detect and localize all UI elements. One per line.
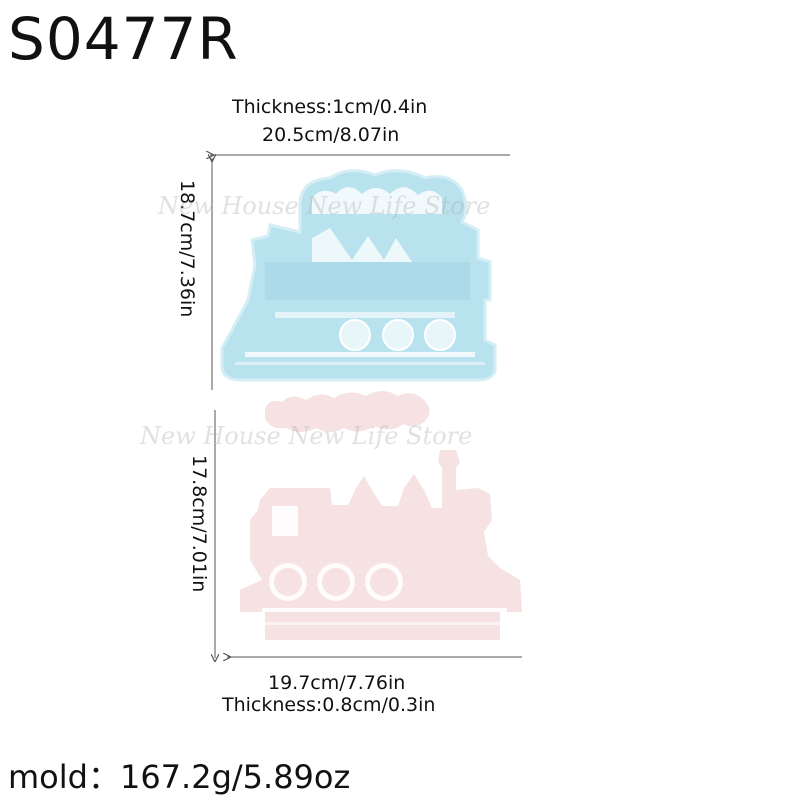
watermark-top: New House New Life Store	[158, 192, 491, 220]
mold-width-label: 20.5cm/8.07in	[262, 124, 400, 146]
mold-weight: mold：167.2g/5.89oz	[8, 758, 351, 796]
silicone-mold	[220, 169, 497, 382]
watermark-bottom: New House New Life Store	[140, 422, 473, 450]
casting-thickness-label: Thickness:0.8cm/0.3in	[222, 694, 436, 716]
casting-width-label: 19.7cm/7.76in	[268, 672, 406, 694]
mold-thickness-label: Thickness:1cm/0.4in	[232, 96, 428, 118]
resin-casting	[240, 391, 522, 640]
product-code: S0477R	[8, 5, 239, 73]
